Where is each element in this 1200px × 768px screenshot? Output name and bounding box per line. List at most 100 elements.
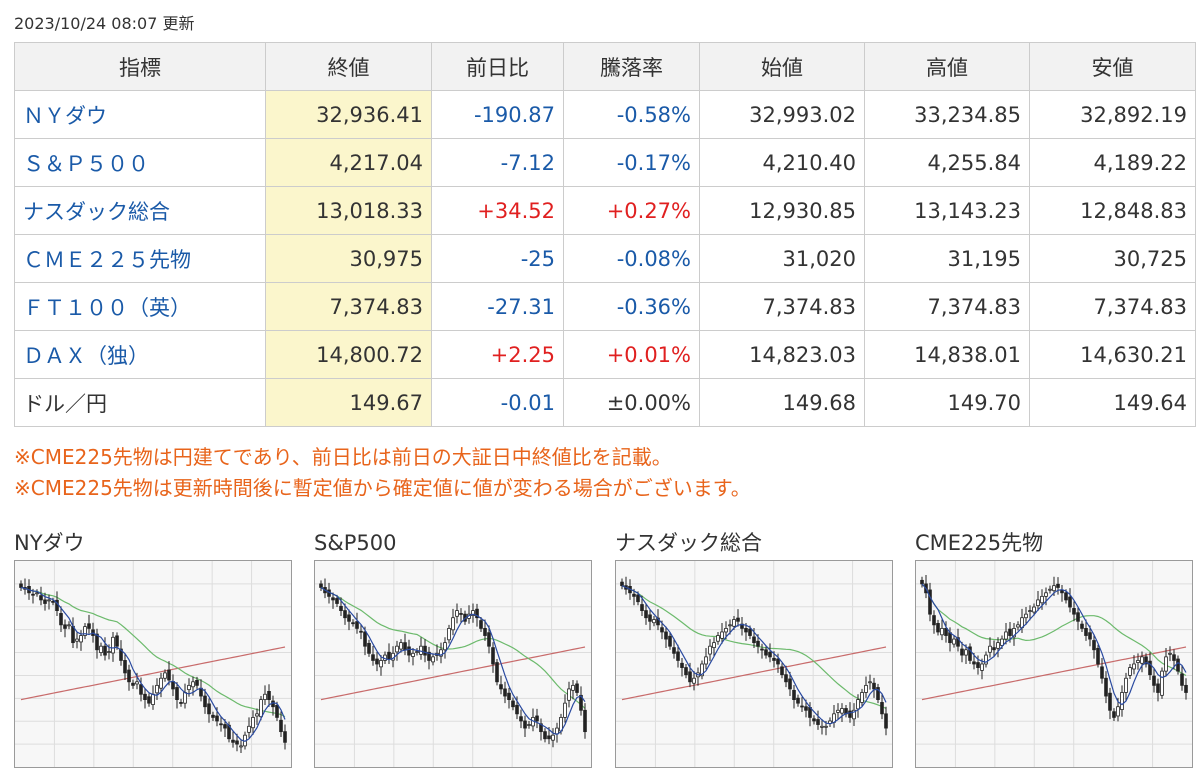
indicator-name[interactable]: ナスダック総合 <box>14 186 266 235</box>
candle-down <box>636 594 640 603</box>
candle-up <box>1032 606 1036 613</box>
candle-up <box>551 734 555 741</box>
chart-nasdaq[interactable]: ナスダック総合 <box>615 530 895 768</box>
indicator-name[interactable]: Ｓ＆Ｐ５００ <box>14 138 266 187</box>
candle-down <box>1104 677 1108 697</box>
table-row: Ｓ＆Ｐ５００ 4,217.04 -7.12 -0.17% 4,210.40 4,255.8… <box>14 138 1196 187</box>
rate-value: -0.58% <box>563 90 700 139</box>
candle-down <box>523 720 527 729</box>
candle-down <box>1148 660 1152 676</box>
candle-down <box>319 583 323 588</box>
indicator-link[interactable]: ＤＡＸ（独） <box>23 343 149 368</box>
candle-up <box>439 649 443 657</box>
candle-up <box>163 672 167 679</box>
candle-down <box>664 631 668 640</box>
indicator-name[interactable]: ＤＡＸ（独） <box>14 330 266 379</box>
candle-down <box>19 583 23 588</box>
candle-down <box>343 610 347 619</box>
candle-down <box>347 614 351 622</box>
chart-frame[interactable] <box>615 560 893 768</box>
candle-up <box>820 725 824 728</box>
candle-down <box>660 627 664 633</box>
candle-down <box>1076 612 1080 622</box>
indicator-link[interactable]: ＦＴ１００（英） <box>23 295 191 320</box>
candle-down <box>175 687 179 701</box>
table-row: ＣＭＥ２２５先物 30,975 -25 -0.08% 31,020 31,195 30,72… <box>14 234 1196 283</box>
high-value: 7,374.83 <box>864 282 1030 331</box>
candle-down <box>748 628 752 636</box>
candle-down <box>403 642 407 651</box>
chart-frame[interactable] <box>915 560 1193 768</box>
short-ma-line <box>921 583 1187 706</box>
long-ma-line <box>20 646 286 701</box>
indicator-link[interactable]: Ｓ＆Ｐ５００ <box>23 151 149 176</box>
indicator-name[interactable]: ＮＹダウ <box>14 90 266 139</box>
open-value: 14,823.03 <box>699 330 865 379</box>
candle-up <box>940 628 944 636</box>
indicator-link[interactable]: ＮＹダウ <box>23 103 107 128</box>
candle-down <box>804 706 808 711</box>
header-low: 安値 <box>1029 42 1196 91</box>
candle-down <box>620 581 624 587</box>
candle-up <box>263 693 267 700</box>
chart-cme225[interactable]: CME225先物 <box>915 530 1195 768</box>
table-row: ＮＹダウ 32,936.41 -190.87 -0.58% 32,993.02 33,23… <box>14 90 1196 139</box>
open-value: 32,993.02 <box>699 90 865 139</box>
short-ma-line <box>621 585 887 725</box>
candle-up <box>47 599 51 602</box>
mid-ma-line <box>320 586 586 709</box>
indicator-link[interactable]: ＣＭＥ２２５先物 <box>23 247 191 272</box>
low-value: 7,374.83 <box>1029 282 1196 331</box>
candle-down <box>880 702 884 715</box>
candle-down <box>231 739 235 743</box>
candle-down <box>644 610 648 619</box>
candle-up <box>1164 656 1168 672</box>
candle-down <box>684 667 688 676</box>
candle-down <box>43 599 47 604</box>
candle-down <box>167 669 171 681</box>
candle-down <box>1080 623 1084 629</box>
candle-down <box>103 645 107 656</box>
candle-down <box>507 692 511 701</box>
indicator-link[interactable]: ナスダック総合 <box>23 199 170 224</box>
indicator-name[interactable]: ＦＴ１００（英） <box>14 282 266 331</box>
close-value: 30,975 <box>265 234 432 283</box>
chart-frame[interactable] <box>314 560 592 768</box>
candle-up <box>708 645 712 655</box>
chart-sp500[interactable]: S&P500 <box>314 530 594 768</box>
candle-up <box>527 724 531 726</box>
candle-down <box>223 724 227 729</box>
change-value: -7.12 <box>431 138 564 187</box>
candle-down <box>788 678 792 690</box>
candle-up <box>431 656 435 663</box>
candle-down <box>1100 666 1104 679</box>
mid-ma-line <box>921 583 1187 677</box>
candle-up <box>1116 706 1120 717</box>
candle-down <box>1072 608 1076 615</box>
candle-down <box>115 635 119 647</box>
candle-up <box>704 656 708 665</box>
candle-up <box>251 716 255 729</box>
indicator-name[interactable]: ＣＭＥ２２５先物 <box>14 234 266 283</box>
candle-down <box>1060 589 1064 594</box>
candle-up <box>1132 663 1136 670</box>
candle-up <box>864 684 868 693</box>
candle-up <box>159 677 163 689</box>
rate-value: ±0.00% <box>563 378 700 427</box>
candlestick-chart <box>916 561 1192 767</box>
candle-up <box>455 610 459 617</box>
chart-title: NYダウ <box>14 531 85 555</box>
candle-up <box>415 651 419 653</box>
candle-up <box>411 652 415 657</box>
candle-up <box>856 699 860 710</box>
high-value: 13,143.23 <box>864 186 1030 235</box>
low-value: 149.64 <box>1029 378 1196 427</box>
chart-frame[interactable] <box>14 560 292 768</box>
candle-down <box>59 613 63 626</box>
candle-up <box>1044 592 1048 597</box>
change-value: -27.31 <box>431 282 564 331</box>
short-ma-line <box>320 586 586 736</box>
chart-title: ナスダック総合 <box>615 531 762 555</box>
chart-nydow[interactable]: NYダウ <box>14 530 294 768</box>
candle-down <box>579 694 583 711</box>
